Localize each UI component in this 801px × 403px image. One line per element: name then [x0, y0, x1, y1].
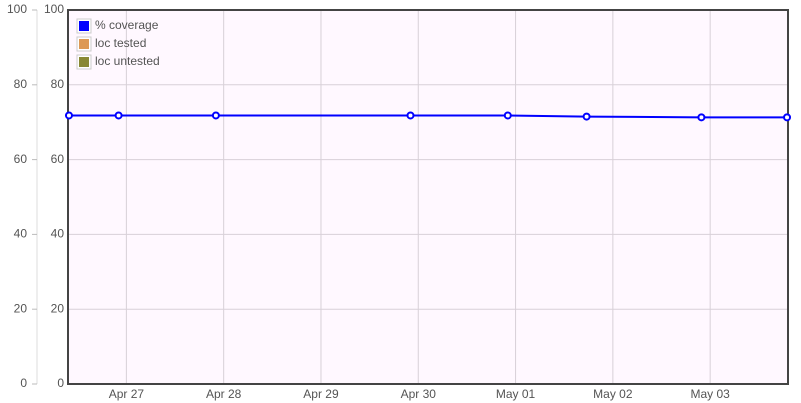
- legend-swatch: [79, 39, 89, 49]
- data-point: [783, 113, 792, 122]
- x-tick-label: Apr 27: [109, 387, 145, 401]
- data-point: [64, 111, 73, 120]
- data-point: [503, 111, 512, 120]
- y2-tick-label: 40: [14, 227, 28, 241]
- x-tick-label: Apr 29: [303, 387, 339, 401]
- data-point: [114, 111, 123, 120]
- y2-tick-label: 100: [7, 2, 27, 16]
- x-tick-label: May 02: [593, 387, 633, 401]
- data-point: [582, 112, 591, 121]
- legend-swatch: [79, 57, 89, 67]
- plot-background: [68, 10, 788, 384]
- data-point: [697, 113, 706, 122]
- data-point: [211, 111, 220, 120]
- y2-tick-label: 20: [14, 301, 28, 315]
- y-tick-label: 80: [51, 77, 65, 91]
- x-tick-label: Apr 28: [206, 387, 242, 401]
- y2-tick-label: 0: [20, 376, 27, 390]
- x-tick-label: Apr 30: [401, 387, 437, 401]
- data-point: [406, 111, 415, 120]
- y-tick-label: 40: [51, 227, 65, 241]
- y-tick-label: 100: [44, 2, 64, 16]
- legend-label: loc tested: [95, 36, 146, 50]
- legend-label: % coverage: [95, 18, 159, 32]
- plot-border: [67, 9, 789, 385]
- y-tick-label: 60: [51, 152, 65, 166]
- legend-label: loc untested: [95, 54, 160, 68]
- y2-tick-label: 60: [14, 152, 28, 166]
- y-tick-label: 20: [51, 301, 65, 315]
- series-line: [68, 114, 788, 119]
- legend-swatch: [79, 21, 89, 31]
- y2-tick-label: 80: [14, 77, 28, 91]
- x-tick-label: May 03: [690, 387, 730, 401]
- y-tick-label: 0: [57, 376, 64, 390]
- x-tick-label: May 01: [496, 387, 536, 401]
